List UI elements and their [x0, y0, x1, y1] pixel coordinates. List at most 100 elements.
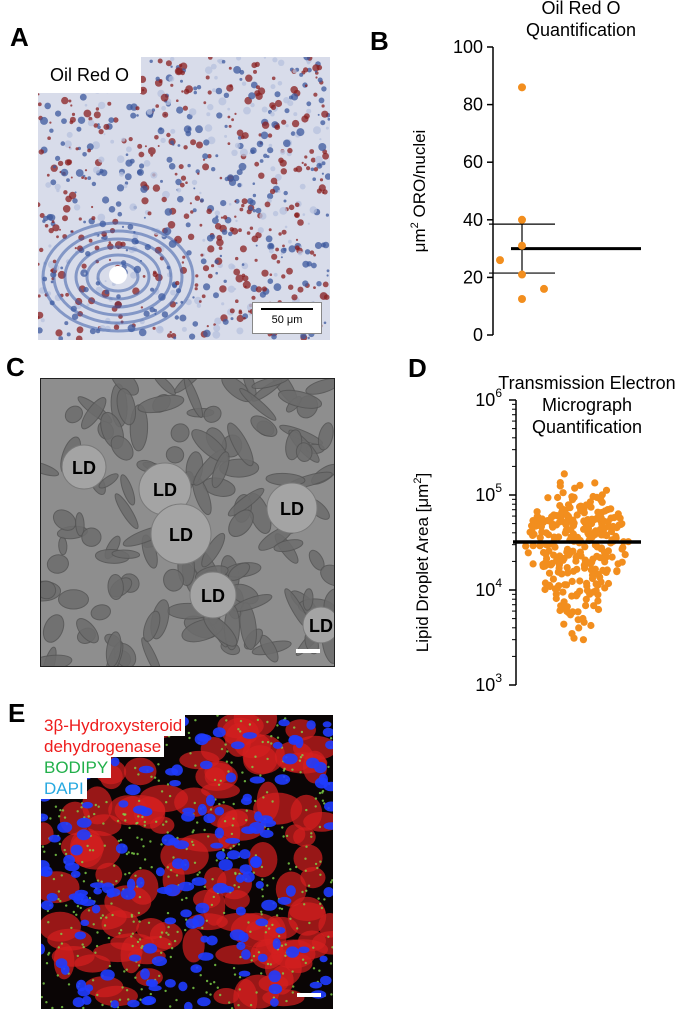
chart-d-point [550, 551, 558, 559]
chart-b-tick-label: 20 [463, 267, 483, 287]
chart-d-point [602, 486, 611, 494]
chart-b-tick-label: 0 [473, 325, 483, 345]
stain-label-3b-hsd: 3β-Hydroxysteroid [41, 715, 186, 736]
chart-d-point [591, 479, 599, 487]
chart-d-point [561, 581, 569, 589]
chart-d-point [555, 561, 563, 569]
panel-letter-b: B [370, 26, 389, 56]
ld-label: LD [201, 586, 225, 606]
chart-d-point [572, 553, 580, 561]
chart-d-point [615, 521, 623, 529]
chart-d-point [549, 523, 557, 531]
chart-d-point [593, 552, 601, 560]
chart-d-points [522, 470, 632, 644]
chart-d-point [564, 501, 573, 509]
chart-d-point [552, 594, 560, 603]
chart-d-point [587, 621, 595, 630]
tem-image: LD LD LD LD LD LD [41, 379, 334, 666]
chart-d-point [583, 587, 592, 595]
chart-b-point [496, 256, 504, 265]
chart-d-point [559, 588, 567, 596]
chart-d-point [556, 479, 564, 487]
chart-d-point [536, 542, 544, 550]
chart-d-point [529, 560, 537, 568]
tem-micrograph: LD LD LD LD LD LD [40, 378, 335, 667]
chart-d-point [557, 516, 565, 524]
chart-d-title-line: Micrograph [542, 395, 632, 415]
chart-d-point [598, 498, 606, 506]
chart-d-point [544, 494, 552, 502]
chart-d-point [583, 579, 591, 587]
chart-d-title-line: Transmission Electron [498, 373, 675, 393]
chart-d-point [538, 528, 546, 536]
chart-d-point [564, 512, 572, 520]
chart-d-point [594, 597, 602, 605]
chart-d-point [529, 542, 537, 550]
chart-b: Oil Red O Quantification 0 20 40 60 80 100 μm2 O… [409, 0, 641, 345]
chart-d-point [580, 525, 588, 533]
chart-d-point [573, 565, 581, 573]
chart-d-ylabel: Lipid Droplet Area [μm2] [412, 473, 432, 652]
chart-d-point [582, 595, 590, 603]
chart-b-title-line: Oil Red O [541, 0, 620, 18]
chart-d-point [569, 530, 577, 538]
chart-d-point [569, 522, 578, 530]
chart-d-point [591, 565, 599, 573]
chart-d-point [559, 489, 567, 497]
fluorescence-micrograph: 3β-Hydroxysteroid dehydrogenase BODIPY D… [41, 715, 333, 1009]
chart-d-point [574, 616, 582, 624]
chart-d-point [589, 492, 597, 501]
chart-d: Transmission ElectronMicrographQuantific… [412, 373, 676, 695]
chart-d-point [570, 634, 578, 642]
stain-label-dehydrogenase: dehydrogenase [41, 736, 165, 757]
chart-d-point [594, 508, 602, 516]
panel-letter-c: C [6, 352, 25, 382]
chart-d-point [582, 501, 590, 509]
chart-d-point [568, 493, 576, 501]
lipid-droplet [61, 444, 107, 490]
chart-d-point [576, 577, 584, 585]
chart-d-point [524, 549, 532, 557]
chart-d-point [576, 481, 584, 489]
chart-d-point [584, 559, 592, 567]
chart-d-point [556, 606, 564, 615]
chart-b-title-line: Quantification [526, 20, 636, 40]
chart-d-point [579, 636, 587, 644]
chart-d-point [600, 531, 608, 539]
scale-bar-e [297, 993, 321, 997]
stain-label-bodipy: BODIPY [41, 757, 112, 778]
lipid-droplet [189, 571, 237, 619]
chart-d-point [536, 534, 544, 542]
chart-d-point [593, 514, 601, 522]
chart-d-point [529, 531, 537, 539]
chart-d-point [590, 602, 598, 610]
chart-d-point [548, 512, 557, 520]
chart-d-point [538, 515, 546, 523]
chart-d-point [604, 579, 613, 588]
chart-b-tick-label: 40 [463, 210, 483, 230]
tissue-texture [38, 57, 330, 340]
chart-d-point [613, 568, 621, 576]
chart-d-point [594, 605, 603, 614]
chart-d-point [563, 548, 571, 556]
chart-d-point [580, 517, 588, 525]
chart-d-point [614, 560, 622, 568]
ld-label: LD [309, 616, 333, 636]
chart-d-point [568, 577, 576, 585]
chart-b-point [540, 284, 548, 293]
chart-d-point [582, 602, 590, 610]
chart-b-tick-label: 80 [463, 95, 483, 115]
oil-red-o-image [38, 57, 330, 340]
ld-label: LD [169, 525, 193, 545]
chart-d-point [576, 548, 584, 556]
chart-d-point [601, 507, 609, 515]
chart-d-point [558, 570, 566, 578]
lipid-droplet [302, 606, 334, 644]
chart-d-point [549, 575, 557, 583]
chart-d-point [561, 529, 569, 537]
chart-b-point [518, 241, 526, 250]
chart-d-point [522, 542, 530, 550]
chart-b-point [518, 215, 526, 224]
chart-b-ylabel: μm2 ORO/nuclei [409, 130, 429, 253]
chart-b-tick-label: 100 [453, 37, 483, 57]
